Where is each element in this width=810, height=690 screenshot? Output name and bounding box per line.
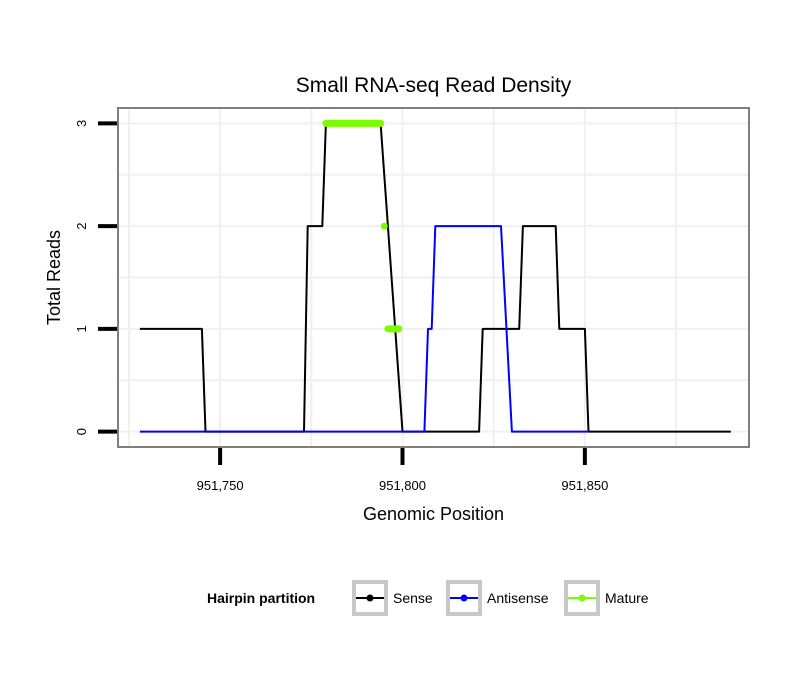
legend-label: Sense — [393, 590, 433, 606]
legend-title: Hairpin partition — [207, 590, 315, 606]
legend-key-point — [366, 594, 374, 602]
chart-title: Small RNA-seq Read Density — [296, 74, 572, 97]
plot-border — [117, 107, 750, 448]
y-axis-title: Total Reads — [44, 230, 64, 325]
y-tick-label: 1 — [74, 325, 89, 332]
legend-key-point — [460, 594, 468, 602]
y-tick-label: 2 — [74, 223, 89, 230]
y-tick-label: 3 — [74, 120, 89, 127]
x-tick-label: 951,800 — [379, 478, 426, 493]
x-axis-title: Genomic Position — [363, 504, 504, 524]
x-tick-label: 951,750 — [197, 478, 244, 493]
series-line-antisense — [139, 225, 589, 433]
legend-key-point — [578, 594, 586, 602]
series-line-sense — [139, 122, 731, 433]
x-tick-label: 951,850 — [561, 478, 608, 493]
y-tick-label: 0 — [74, 428, 89, 435]
legend-label: Mature — [605, 590, 649, 606]
legend-label: Antisense — [487, 590, 549, 606]
